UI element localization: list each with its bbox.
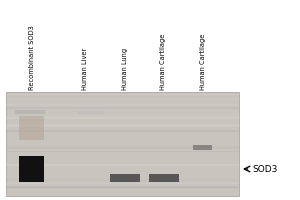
Bar [15, 110, 45, 114]
Bar [6, 125, 238, 128]
Text: SOD3: SOD3 [252, 164, 278, 173]
Bar [19, 156, 44, 182]
Bar [6, 127, 238, 128]
Bar [193, 145, 212, 150]
Text: Recombinant SOD3: Recombinant SOD3 [28, 25, 34, 90]
Bar [110, 174, 140, 182]
Bar [148, 174, 178, 182]
Bar [6, 97, 238, 99]
Bar [6, 130, 238, 132]
Bar [6, 94, 238, 97]
Bar [6, 146, 238, 149]
Bar [6, 124, 238, 126]
Bar [6, 116, 238, 119]
Bar [6, 184, 238, 188]
Bar [6, 164, 238, 166]
Text: Human Liver: Human Liver [82, 48, 88, 90]
Bar [6, 183, 238, 186]
Text: Human Cartilage: Human Cartilage [200, 34, 206, 90]
Bar [6, 186, 238, 189]
Bar [6, 92, 238, 196]
Text: Human Cartilage: Human Cartilage [160, 34, 166, 90]
Text: Human Lung: Human Lung [122, 48, 128, 90]
Bar [19, 116, 44, 140]
Bar [6, 95, 238, 98]
Bar [6, 179, 238, 181]
Bar [6, 107, 238, 109]
Bar [6, 151, 238, 152]
Bar [78, 111, 105, 114]
Bar [6, 118, 238, 119]
Bar [6, 104, 238, 106]
